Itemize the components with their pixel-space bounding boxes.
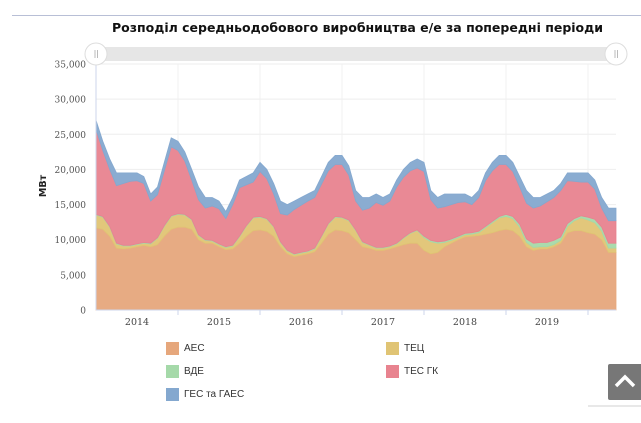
x-tick-label: 2014 — [125, 317, 149, 328]
y-tick-label: 20,000 — [55, 166, 87, 176]
legend-label: АЕС — [184, 343, 205, 354]
legend-label: ТЕЦ — [404, 343, 425, 354]
legend-swatch — [386, 342, 399, 355]
y-tick-label: 15,000 — [55, 201, 87, 211]
chevron-up-icon — [614, 374, 636, 388]
legend-item[interactable]: ТЕС ГК — [386, 365, 438, 378]
area-series-4 — [95, 120, 617, 222]
legend-swatch — [166, 388, 179, 401]
x-tick-label: 2018 — [453, 317, 477, 328]
legend-item[interactable]: АЕС — [166, 342, 205, 355]
legend-item[interactable]: ТЕЦ — [386, 342, 424, 355]
legend-label: ВДЕ — [184, 366, 204, 377]
x-tick-label: 2016 — [289, 317, 313, 328]
legend-label: ГЕС та ГАЕС — [184, 389, 245, 400]
y-axis-label: МВт — [38, 174, 49, 197]
legend-item[interactable]: ГЕС та ГАЕС — [166, 388, 244, 401]
legend-label: ТЕС ГК — [404, 366, 439, 377]
y-tick-label: 10,000 — [55, 236, 87, 246]
y-tick-label: 0 — [80, 307, 86, 317]
chart-title: Розподіл середньодобового виробництва е/… — [111, 20, 603, 35]
x-tick-label: 2015 — [207, 317, 231, 328]
y-tick-label: 30,000 — [55, 96, 87, 106]
navigator-track[interactable] — [97, 47, 615, 61]
y-tick-label: 35,000 — [55, 61, 87, 71]
y-tick-label: 25,000 — [55, 131, 87, 141]
x-tick-label: 2019 — [535, 317, 559, 328]
header-divider — [12, 15, 641, 16]
x-tick-label: 2017 — [371, 317, 395, 328]
legend-swatch — [166, 342, 179, 355]
legend-swatch — [386, 365, 399, 378]
navigator-handle-right[interactable] — [604, 42, 628, 66]
legend-item[interactable]: ВДЕ — [166, 365, 204, 378]
legend-swatch — [166, 365, 179, 378]
y-tick-label: 5,000 — [60, 271, 86, 281]
scroll-shadow — [588, 405, 641, 407]
navigator-handle-left[interactable] — [84, 42, 108, 66]
scroll-to-top-button[interactable] — [608, 364, 641, 400]
range-navigator[interactable] — [84, 42, 628, 66]
